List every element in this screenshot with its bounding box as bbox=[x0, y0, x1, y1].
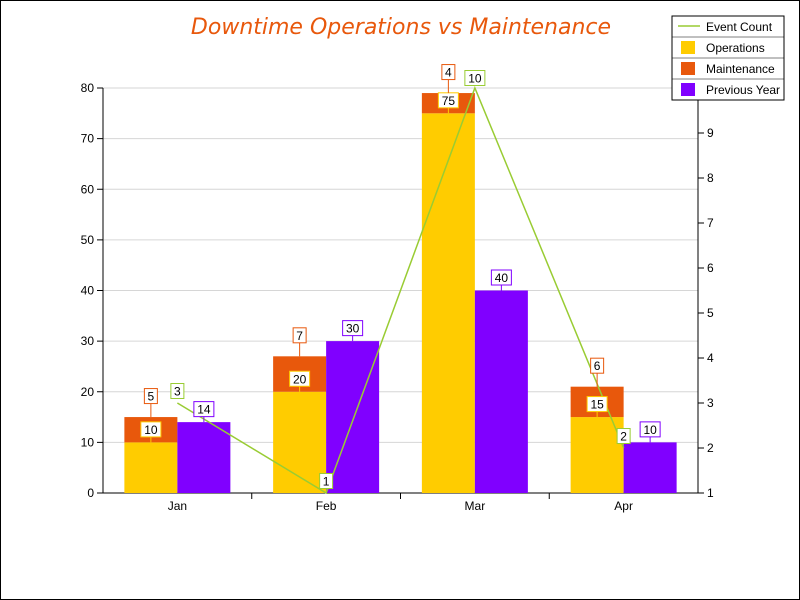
bar-previous-year bbox=[623, 442, 677, 493]
bar-operations bbox=[421, 113, 475, 493]
legend-label: Previous Year bbox=[706, 83, 780, 97]
y-tick-label: 70 bbox=[81, 132, 95, 146]
data-label-operations: 75 bbox=[442, 94, 456, 108]
y2-tick-label: 3 bbox=[707, 396, 714, 410]
data-label-previous-year-box bbox=[342, 320, 364, 337]
data-label-previous-year-box bbox=[639, 421, 661, 438]
y2-tick-label: 5 bbox=[707, 306, 714, 320]
y-tick-label: 30 bbox=[81, 334, 95, 348]
y2-tick-label: 6 bbox=[707, 261, 714, 275]
data-label-event-count-box bbox=[170, 383, 185, 399]
y-tick-label: 10 bbox=[81, 435, 95, 449]
data-label-operations: 20 bbox=[293, 372, 307, 386]
data-label-previous-year: 14 bbox=[197, 403, 211, 417]
legend-swatch bbox=[681, 62, 695, 75]
legend-label: Event Count bbox=[706, 20, 773, 34]
data-label-event-count-box bbox=[464, 70, 486, 86]
data-label-maintenance: 5 bbox=[148, 390, 155, 404]
data-label-event-count-box bbox=[319, 473, 334, 489]
data-label-operations: 10 bbox=[144, 423, 158, 437]
y2-tick-label: 7 bbox=[707, 216, 714, 230]
legend-swatch bbox=[681, 41, 695, 54]
bar-previous-year bbox=[177, 422, 231, 493]
data-label-operations-box bbox=[289, 370, 311, 387]
y2-tick-label: 1 bbox=[707, 486, 714, 500]
y2-tick-label: 9 bbox=[707, 126, 714, 140]
legend-label: Maintenance bbox=[706, 62, 775, 76]
data-label-previous-year-box bbox=[490, 269, 512, 286]
data-label-maintenance: 6 bbox=[594, 359, 601, 373]
data-label-previous-year-box bbox=[193, 401, 215, 418]
y-tick-label: 80 bbox=[81, 81, 95, 95]
data-label-previous-year: 30 bbox=[346, 322, 360, 336]
y-tick-label: 40 bbox=[81, 284, 95, 298]
legend-swatch bbox=[681, 83, 695, 96]
data-label-previous-year: 10 bbox=[643, 423, 657, 437]
y-tick-label: 60 bbox=[81, 182, 95, 196]
legend-label: Operations bbox=[706, 41, 765, 55]
bar-previous-year bbox=[474, 290, 528, 493]
y2-tick-label: 4 bbox=[707, 351, 714, 365]
x-tick-label: Jan bbox=[168, 499, 187, 513]
data-label-maintenance-box bbox=[143, 388, 158, 405]
x-tick-label: Apr bbox=[614, 499, 633, 513]
y-tick-label: 0 bbox=[87, 486, 94, 500]
data-label-event-count: 2 bbox=[620, 430, 627, 444]
data-label-previous-year: 40 bbox=[495, 271, 509, 285]
data-label-maintenance: 4 bbox=[445, 66, 452, 80]
data-label-maintenance-box bbox=[441, 64, 456, 81]
y2-tick-label: 2 bbox=[707, 441, 714, 455]
data-label-operations: 15 bbox=[590, 398, 604, 412]
bar-operations bbox=[570, 417, 624, 493]
data-label-event-count-box bbox=[616, 428, 631, 444]
y2-tick-label: 8 bbox=[707, 171, 714, 185]
data-label-operations-box bbox=[140, 421, 162, 438]
data-label-maintenance-box bbox=[590, 357, 605, 374]
data-label-event-count: 1 bbox=[323, 475, 330, 489]
bar-operations bbox=[124, 442, 178, 493]
x-tick-label: Mar bbox=[465, 499, 486, 513]
data-label-event-count: 10 bbox=[468, 72, 482, 86]
data-label-maintenance: 7 bbox=[296, 329, 303, 343]
data-label-operations-box bbox=[586, 396, 608, 413]
data-label-event-count: 3 bbox=[174, 385, 181, 399]
x-tick-label: Feb bbox=[316, 499, 337, 513]
chart-title: Downtime Operations vs Maintenance bbox=[190, 15, 612, 40]
y-tick-label: 50 bbox=[81, 233, 95, 247]
y-tick-label: 20 bbox=[81, 385, 95, 399]
line-event-count bbox=[176, 85, 625, 495]
data-label-maintenance-box bbox=[292, 327, 307, 344]
